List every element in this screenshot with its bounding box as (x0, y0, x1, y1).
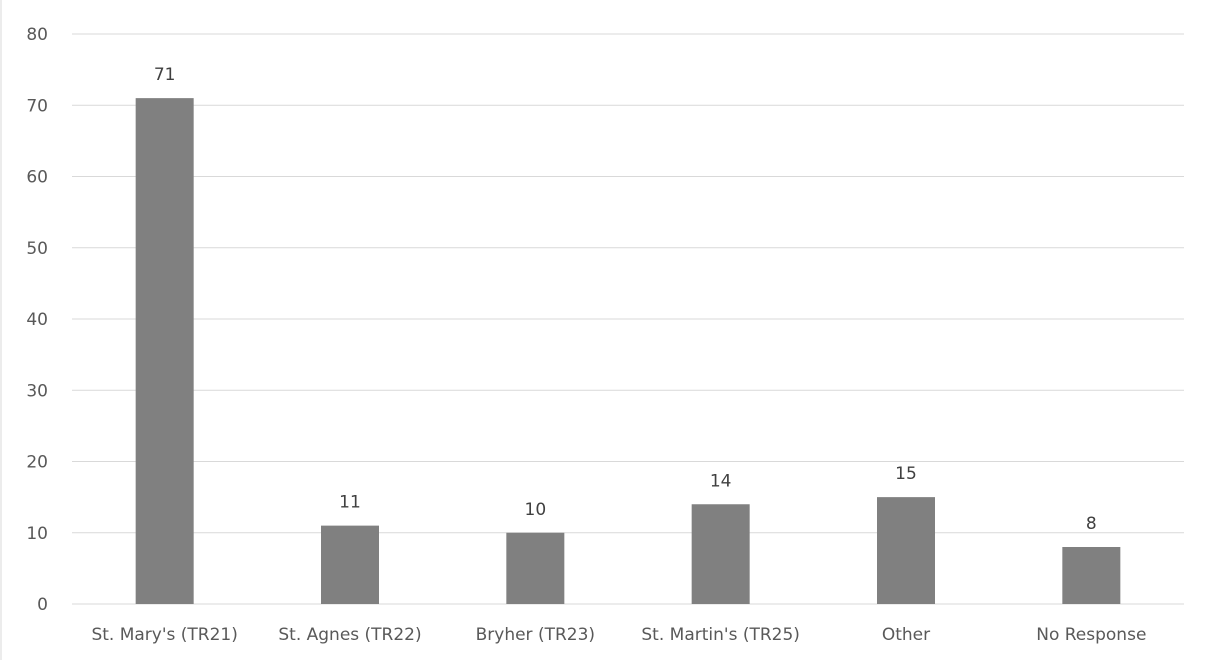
x-axis-category-labels: St. Mary's (TR21) St. Agnes (TR22) Bryher … (91, 625, 1146, 645)
data-label: 15 (895, 464, 917, 484)
bar (321, 525, 379, 604)
bar (1062, 547, 1121, 604)
y-tick-label: 80 (26, 25, 48, 45)
y-tick-label: 10 (26, 524, 48, 544)
y-tick-label: 0 (37, 595, 48, 615)
category-label: St. Agnes (TR22) (278, 625, 421, 645)
bar (877, 497, 935, 604)
y-tick-label: 40 (26, 310, 48, 330)
data-label: 14 (710, 471, 732, 491)
y-tick-label: 50 (26, 239, 48, 259)
data-label: 11 (339, 493, 361, 513)
y-axis-tick-labels: 0 10 20 30 40 50 60 70 80 (26, 25, 48, 615)
data-labels: 71 11 10 14 15 8 (154, 65, 1097, 534)
data-label: 71 (154, 65, 176, 85)
category-label: St. Mary's (TR21) (91, 625, 237, 645)
category-label: Other (882, 625, 930, 645)
bar (691, 504, 750, 604)
y-tick-label: 30 (26, 381, 48, 401)
category-label: No Response (1036, 625, 1146, 645)
y-tick-label: 20 (26, 453, 48, 473)
data-label: 8 (1086, 514, 1097, 534)
data-label: 10 (525, 500, 547, 520)
category-label: St. Martin's (TR25) (641, 625, 800, 645)
bar (135, 98, 194, 604)
category-label: Bryher (TR23) (476, 625, 595, 645)
y-tick-label: 70 (26, 96, 48, 116)
bars (135, 98, 1121, 604)
gridlines (72, 33, 1184, 605)
y-tick-label: 60 (26, 168, 48, 188)
bar (506, 532, 565, 604)
